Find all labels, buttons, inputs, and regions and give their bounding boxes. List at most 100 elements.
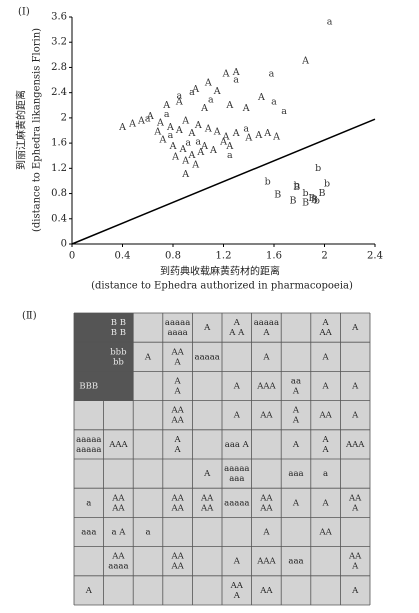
som-cell-label: A [233,591,241,601]
x-tick-label: 2.4 [367,251,383,262]
point-marker: A [181,169,189,180]
point-marker: B [302,198,309,209]
som-cell-label: A [351,503,359,513]
y-tick-label: 0.8 [51,188,67,199]
point-marker: A [179,144,187,155]
som-cell-label: bb [113,357,124,367]
y-axis-label: 到丽江麻黄的距离 [15,90,28,170]
point-marker: a [145,114,151,125]
point-marker: A [175,125,183,136]
point-marker: b [315,163,321,174]
som-cell-label: A [233,557,241,567]
som-cell-label: AA [230,581,244,591]
som-cell-label: a [86,498,91,508]
som-cell-label: AA [259,411,273,421]
point-marker: a [233,75,239,86]
som-cell-label: aaa A [225,440,250,450]
som-cell-label: B B [111,328,126,338]
y-tick-label: 3.6 [51,12,67,23]
point-marker: A [222,68,230,79]
point-marker: A [242,103,250,114]
som-cell-label: A [322,318,330,328]
y-tick-label: 2.8 [51,62,67,73]
point-marker: a [271,97,277,108]
point-marker: A [219,136,227,147]
point-marker: A [128,119,136,130]
x-tick-label: 0 [69,251,75,262]
point-marker: A [191,160,199,171]
som-cell-label: A [203,469,211,479]
som-cell-label: aaaaa [195,352,220,362]
som-cell-label: A [262,528,270,538]
point-marker: A [222,131,230,142]
y-tick-label: 0.4 [51,213,67,224]
som-cell-label: aaa [81,528,96,538]
som-cell-label: AA [318,328,332,338]
som-cell-label: aaa [288,469,303,479]
point-marker: a [208,95,214,106]
point-marker: A [137,116,145,127]
som-cell-label: AA [111,503,125,513]
som-cell-label: aaaaa [76,435,101,445]
point-marker: A [257,92,265,103]
point-marker: A [175,97,183,108]
som-cell-label: A [322,445,330,455]
point-marker: A [196,147,204,158]
point-marker: a [243,124,249,135]
som-cell-label: A [351,382,359,392]
point-marker: b [265,177,271,188]
som-cell-label: AA [348,493,362,503]
point-marker: a [185,138,191,149]
som-cell-label: aa [291,377,301,387]
som-cell-label: AA [259,586,273,596]
som-cell-label: AA [170,406,184,416]
point-marker: A [272,131,280,142]
som-cell-label: A [233,411,241,421]
point-marker: A [204,78,212,89]
som-cell-label: A [262,352,270,362]
som-cell-label: a [145,528,150,538]
point-marker: a [176,90,182,101]
som-cell-label: AA [170,416,184,426]
point-marker: A [225,100,233,111]
point-marker: A [263,128,271,139]
y-tick-label: 1.6 [51,138,67,149]
x-axis-label: 到药典收载麻黄药材的距离 [160,265,280,278]
som-cell-label: a [323,469,328,479]
som-cell-label: aaa [229,474,244,484]
point-marker: A [209,145,217,156]
som-cell-label: AAA [108,440,128,450]
som-cell-label: A [292,387,300,397]
som-cell-label: a A [111,528,126,538]
point-marker: B [311,194,318,205]
som-cell-label: AAA [345,440,365,450]
x-tick-label: 1.6 [266,251,282,262]
som-cell-label: A [233,318,241,328]
som-cell-label: AA [170,347,184,357]
point-marker: a [164,109,170,120]
som-cell-label: AA [318,411,332,421]
point-marker: a [327,17,333,28]
point-marker: A [213,126,221,137]
som-cell-label: A [233,382,241,392]
som-cell-label: AAA [256,557,276,567]
som-cell-label: A [174,435,182,445]
x-tick-label: 2 [321,251,327,262]
som-cell-label: AA [200,503,214,513]
reference-line [71,118,376,245]
som-cell-label: A [174,445,182,455]
som-cell-label: BBB [79,382,98,392]
point-marker: A [171,151,179,162]
som-cell-label: A [322,352,330,362]
som-cell-label: A [351,411,359,421]
som-cell-label: AA [200,493,214,503]
som-cell-label: AA [318,528,332,538]
som-cell-label: A [262,328,270,338]
som-cell-label: AAA [256,382,276,392]
point-marker: A [191,84,199,95]
som-cell-label: A [292,498,300,508]
x-tick-label: 0.4 [115,251,131,262]
point-marker: A [200,103,208,114]
point-marker: A [225,141,233,152]
